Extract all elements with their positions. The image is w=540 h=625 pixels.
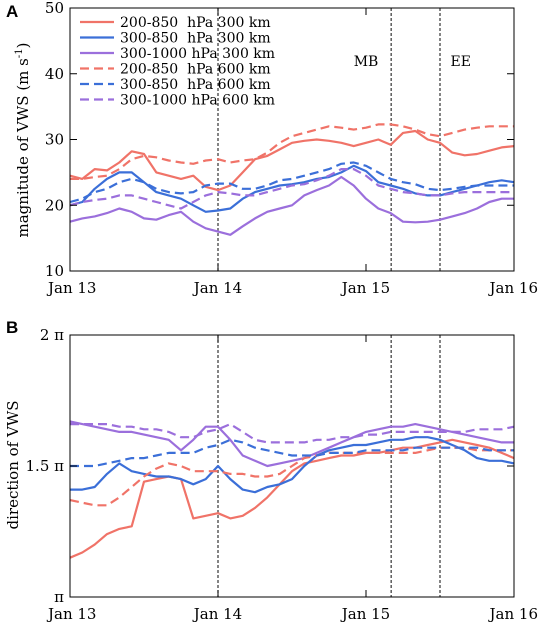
panel-b-x-tick-label-2: Jan 15 [340,605,390,623]
panel-a-x-tick-label-0: Jan 13 [46,279,96,297]
panel-a-series-0 [69,129,515,192]
annotation-ee: EE [450,54,470,70]
panel-b-series-5 [70,423,515,444]
legend-label-3: 200-850 hPa 600 km [120,62,271,78]
panel-b-x-tick-label-1: Jan 14 [192,605,242,623]
annotation-mb: MB [354,54,379,70]
panel-b-x-tick-label-0: Jan 13 [46,605,96,623]
panel-a: A magnitude of VWS (m s-1) Jan 13 Jan 14 J… [6,0,538,297]
panel-b-letter: B [6,318,18,337]
panel-b-y-tick-label-1: 1.5 π [26,457,65,475]
panel-a-y-axis-label: magnitude of VWS (m s-1) [14,43,32,238]
panel-a-x-tick-label-1: Jan 14 [192,279,242,297]
panel-b-series-3 [69,446,514,507]
legend-label-0: 200-850 hPa 300 km [120,15,271,31]
panel-a-x-tick-label-3: Jan 16 [488,279,538,297]
legend-label-5: 300-1000 hPa 600 km [120,93,275,109]
legend-label-2: 300-1000 hPa 300 km [120,46,275,62]
panel-a-y-tick-label-0: 10 [45,262,64,280]
panel-b-x-tick-label-3: Jan 16 [488,605,538,623]
panel-a-y-tick-label-3: 40 [45,65,64,83]
panel-a-y-tick-label-1: 20 [45,196,64,214]
panel-b: B direction of VWS Jan 13 Jan 14 Jan 15 Jan… [4,318,538,623]
panel-a-letter: A [6,2,18,21]
panel-a-y-tick-label-2: 30 [45,131,64,149]
panel-a-series-4 [69,161,514,204]
panel-b-y-tick-label-2: 2 π [40,326,64,344]
legend-label-1: 300-850 hPa 300 km [120,31,271,47]
panel-b-series-2 [69,420,514,468]
panel-b-series-4 [70,438,514,468]
panel-b-series-0 [69,438,515,559]
panel-b-y-tick-label-0: π [54,588,64,606]
panel-a-series-1 [69,164,515,213]
panel-a-x-tick-label-2: Jan 15 [340,279,390,297]
panel-b-series-1 [70,436,515,494]
panel-a-series-2 [69,175,514,236]
legend-label-4: 300-850 hPa 600 km [120,77,271,93]
panel-a-y-tick-label-4: 50 [45,0,64,17]
panel-a-series-5 [69,168,514,210]
panel-b-y-axis-label: direction of VWS [4,400,22,529]
